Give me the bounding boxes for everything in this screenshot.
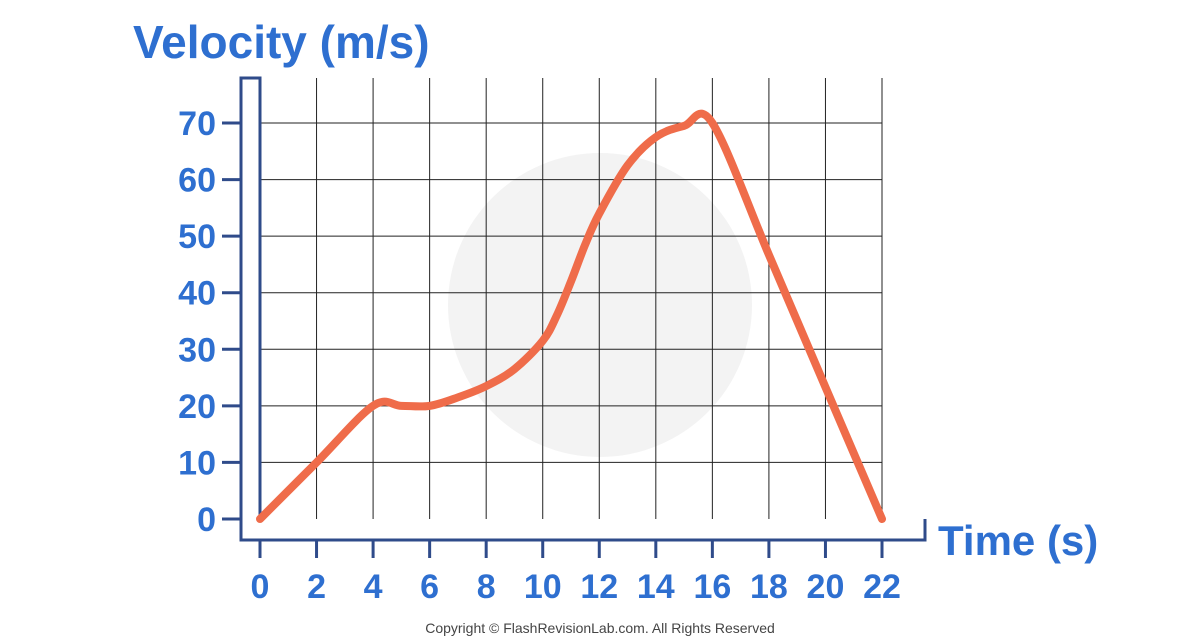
x-tick-label: 12 [580,568,618,606]
y-tick-label: 20 [178,388,216,426]
x-tick-label: 6 [420,568,439,606]
copyright-text: Copyright © FlashRevisionLab.com. All Ri… [425,620,775,636]
x-tick-label: 14 [637,568,675,606]
watermark-logo [448,153,752,457]
x-axis-title: Time (s) [938,517,1098,564]
x-tick-label: 2 [307,568,326,606]
grid [260,78,883,519]
y-axis-title: Velocity (m/s) [133,16,430,68]
y-tick-label: 40 [178,275,216,313]
y-tick-label: 50 [178,218,216,256]
x-tick-label: 0 [251,568,270,606]
y-axis [239,76,262,519]
x-tick-label: 16 [693,568,731,606]
y-tick-label: 60 [178,162,216,200]
x-tick-label: 18 [750,568,788,606]
x-tick-label: 10 [524,568,562,606]
y-tick-label: 70 [178,105,216,143]
x-axis [239,519,927,542]
y-tick-label: 10 [178,444,216,482]
x-tick-label: 20 [807,568,845,606]
x-tick-label: 8 [477,568,496,606]
axis-ticks [222,121,884,558]
y-tick-label: 30 [178,331,216,369]
velocity-line [256,109,886,523]
x-tick-label: 22 [863,568,901,606]
x-tick-label: 4 [364,568,383,606]
y-tick-label: 0 [197,501,216,539]
